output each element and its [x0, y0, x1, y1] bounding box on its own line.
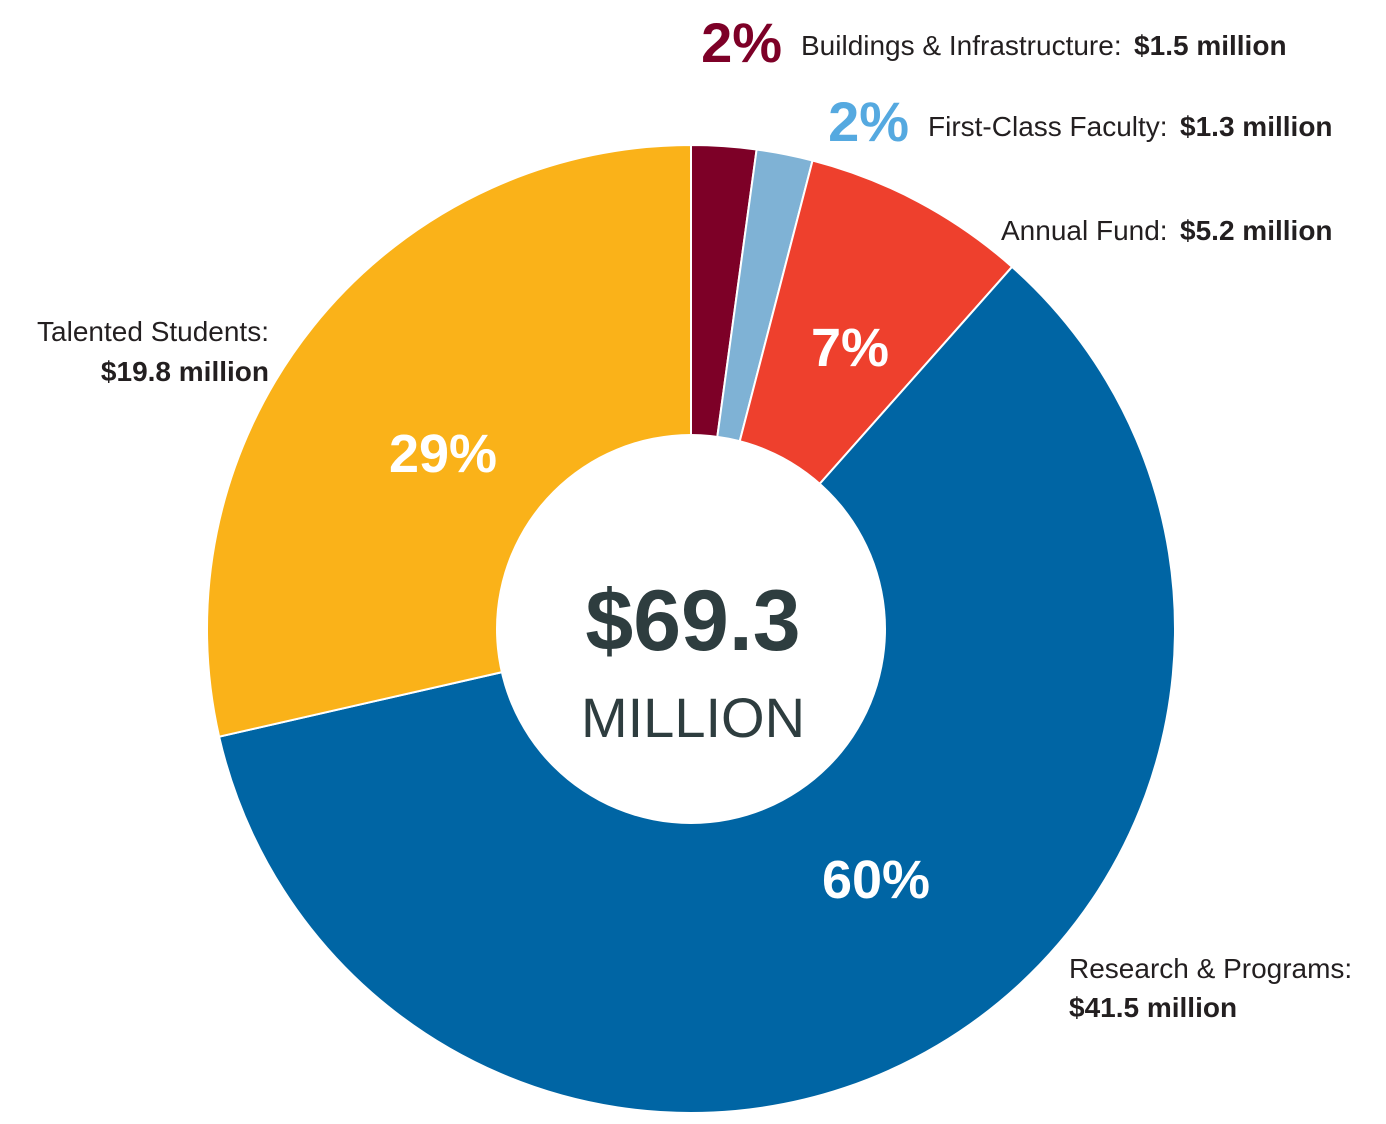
center-total-value: $69.3	[585, 573, 800, 669]
talented-students-name: Talented Students:	[37, 316, 269, 347]
research-programs-amount: $41.5 million	[1069, 992, 1237, 1023]
talented-students-amount: $19.8 million	[101, 356, 269, 387]
annual-fund-amount: $5.2 million	[1180, 215, 1333, 246]
research-programs-name: Research & Programs:	[1069, 953, 1352, 984]
faculty-legend-label: First-Class Faculty: $1.3 million	[928, 111, 1333, 142]
buildings-legend-label: Buildings & Infrastructure: $1.5 million	[801, 30, 1287, 61]
annual-fund-name: Annual Fund:	[1001, 215, 1168, 246]
annual-fund-legend-label: Annual Fund: $5.2 million	[1001, 215, 1333, 246]
center-hole	[496, 434, 886, 824]
buildings-percent-label: 2%	[701, 11, 782, 74]
slice-label-annual-fund: 7%	[811, 318, 889, 378]
center-total-unit: MILLION	[581, 686, 805, 749]
slice-label-research-programs: 60%	[822, 850, 930, 910]
buildings-name: Buildings & Infrastructure:	[801, 30, 1122, 61]
faculty-percent-label: 2%	[828, 90, 909, 153]
buildings-amount: $1.5 million	[1134, 30, 1287, 61]
slice-label-talented-students: 29%	[389, 424, 497, 484]
faculty-amount: $1.3 million	[1180, 111, 1333, 142]
faculty-name: First-Class Faculty:	[928, 111, 1168, 142]
